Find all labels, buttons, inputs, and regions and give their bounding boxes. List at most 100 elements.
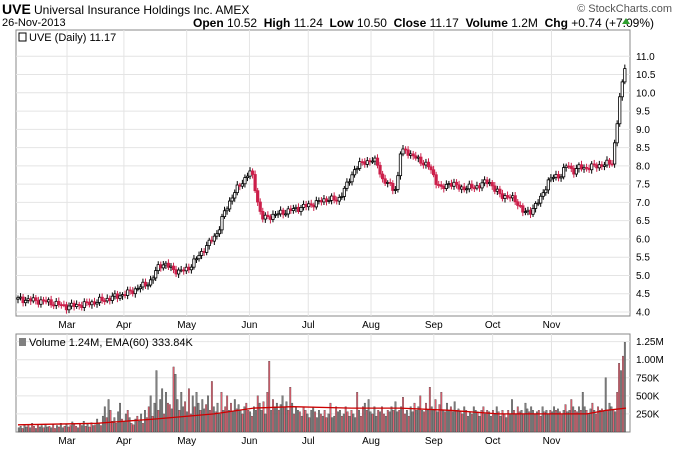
price-candle-body (350, 174, 354, 183)
volume-bar (516, 406, 519, 433)
volume-x-tick-label: Aug (362, 436, 380, 447)
volume-bar (289, 387, 292, 433)
volume-bar (310, 410, 313, 433)
price-candle-body (80, 305, 84, 308)
volume-bar (409, 406, 412, 433)
volume-bar (226, 395, 229, 433)
price-candle-body (294, 206, 298, 209)
volume-bar (537, 410, 540, 433)
price-candle-body (437, 184, 441, 186)
price-candle-body (92, 301, 97, 305)
volume-bar (130, 423, 133, 433)
price-candle-body (215, 233, 219, 237)
volume-bar (304, 410, 307, 433)
price-candle-body (472, 187, 476, 190)
price-candle-body (307, 203, 311, 208)
volume-bar (363, 402, 366, 433)
price-candle-body (610, 163, 614, 166)
price-candle-body (470, 183, 474, 189)
volume-bar (547, 413, 550, 433)
volume-bar (23, 424, 26, 433)
volume-x-tick-label: Mar (58, 436, 76, 447)
low-label: Low (329, 16, 354, 30)
volume-bar (33, 426, 35, 433)
volume-bar (86, 423, 89, 433)
volume-bar (212, 406, 215, 433)
price-x-tick-label: Sep (425, 320, 443, 331)
price-candle-body (414, 155, 418, 159)
volume-bar (562, 410, 565, 433)
volume-bar (56, 425, 58, 433)
price-candle-body (57, 300, 61, 306)
volume-bar (514, 413, 517, 433)
volume-bar (513, 410, 515, 433)
volume-bar (123, 421, 125, 433)
volume-bar (138, 421, 141, 433)
volume-bar (339, 410, 341, 433)
volume-bar (318, 410, 320, 433)
volume-bar (438, 404, 441, 433)
low-value: 10.50 (356, 16, 387, 30)
price-candle-body (516, 201, 520, 206)
volume-legend: Volume 1.24M, EMA(60) 333.84K (19, 337, 194, 349)
price-candle-body (602, 164, 607, 167)
price-candle-body (574, 168, 578, 175)
volume-bar (511, 399, 513, 433)
volume-bar (186, 411, 188, 433)
volume-bar (228, 410, 230, 433)
price-candle-body (159, 264, 163, 269)
volume-bar (442, 410, 445, 433)
volume-bar (79, 423, 81, 433)
price-candle-body (220, 216, 224, 231)
chart-header: UVE Universal Insurance Holdings Inc. AM… (0, 0, 680, 30)
price-legend-text: UVE (Daily) 11.17 (29, 32, 116, 44)
price-candle-body (406, 149, 410, 156)
price-candle-body (69, 302, 74, 307)
price-candle-body (480, 182, 484, 189)
price-tick-label: 7.5 (636, 180, 650, 191)
price-candle-body (358, 161, 362, 169)
price-candle-body (276, 213, 280, 216)
ticker-symbol: UVE (2, 1, 31, 17)
volume-bar (17, 427, 20, 433)
volume-bar (528, 411, 531, 433)
volume-bar (268, 360, 271, 433)
volume-bar (124, 413, 127, 433)
volume-value: 1.2M (511, 16, 538, 30)
price-candle-body (363, 161, 367, 165)
candle-legend-icon (18, 32, 27, 42)
volume-bar (233, 399, 236, 433)
price-candle-body (301, 203, 306, 208)
price-candle-body (460, 186, 464, 190)
volume-bar (285, 401, 288, 433)
price-candle-body (192, 258, 196, 268)
price-candle-body (289, 208, 293, 211)
volume-bar (96, 418, 99, 433)
price-candle-body (508, 196, 512, 199)
volume-legend-text: Volume 1.24M, EMA(60) 333.84K (29, 337, 194, 349)
volume-bar (608, 402, 611, 433)
volume-bar (459, 411, 462, 433)
volume-bar (247, 410, 250, 433)
volume-bar (61, 427, 64, 433)
price-candle-body (166, 262, 171, 268)
price-candle-body (442, 185, 446, 189)
volume-bar (52, 424, 55, 433)
price-candle-body (388, 182, 392, 184)
price-candle-body (197, 255, 201, 260)
price-x-tick-label: May (177, 320, 196, 331)
price-candle-body (49, 299, 53, 306)
volume-bar (170, 408, 173, 433)
price-candle-body (131, 290, 135, 295)
volume-x-axis: Mar Apr May Jun Jul Aug Sep Oct Nov (58, 436, 560, 447)
volume-bar (296, 410, 299, 433)
volume-bar (67, 426, 70, 433)
price-candle-body (562, 167, 566, 178)
volume-bar (157, 410, 160, 433)
volume-bar (239, 410, 242, 433)
volume-bar (199, 410, 202, 433)
price-candle-body (600, 164, 604, 167)
volume-bar (425, 402, 427, 433)
price-series (16, 64, 627, 314)
volume-bar (501, 410, 504, 433)
